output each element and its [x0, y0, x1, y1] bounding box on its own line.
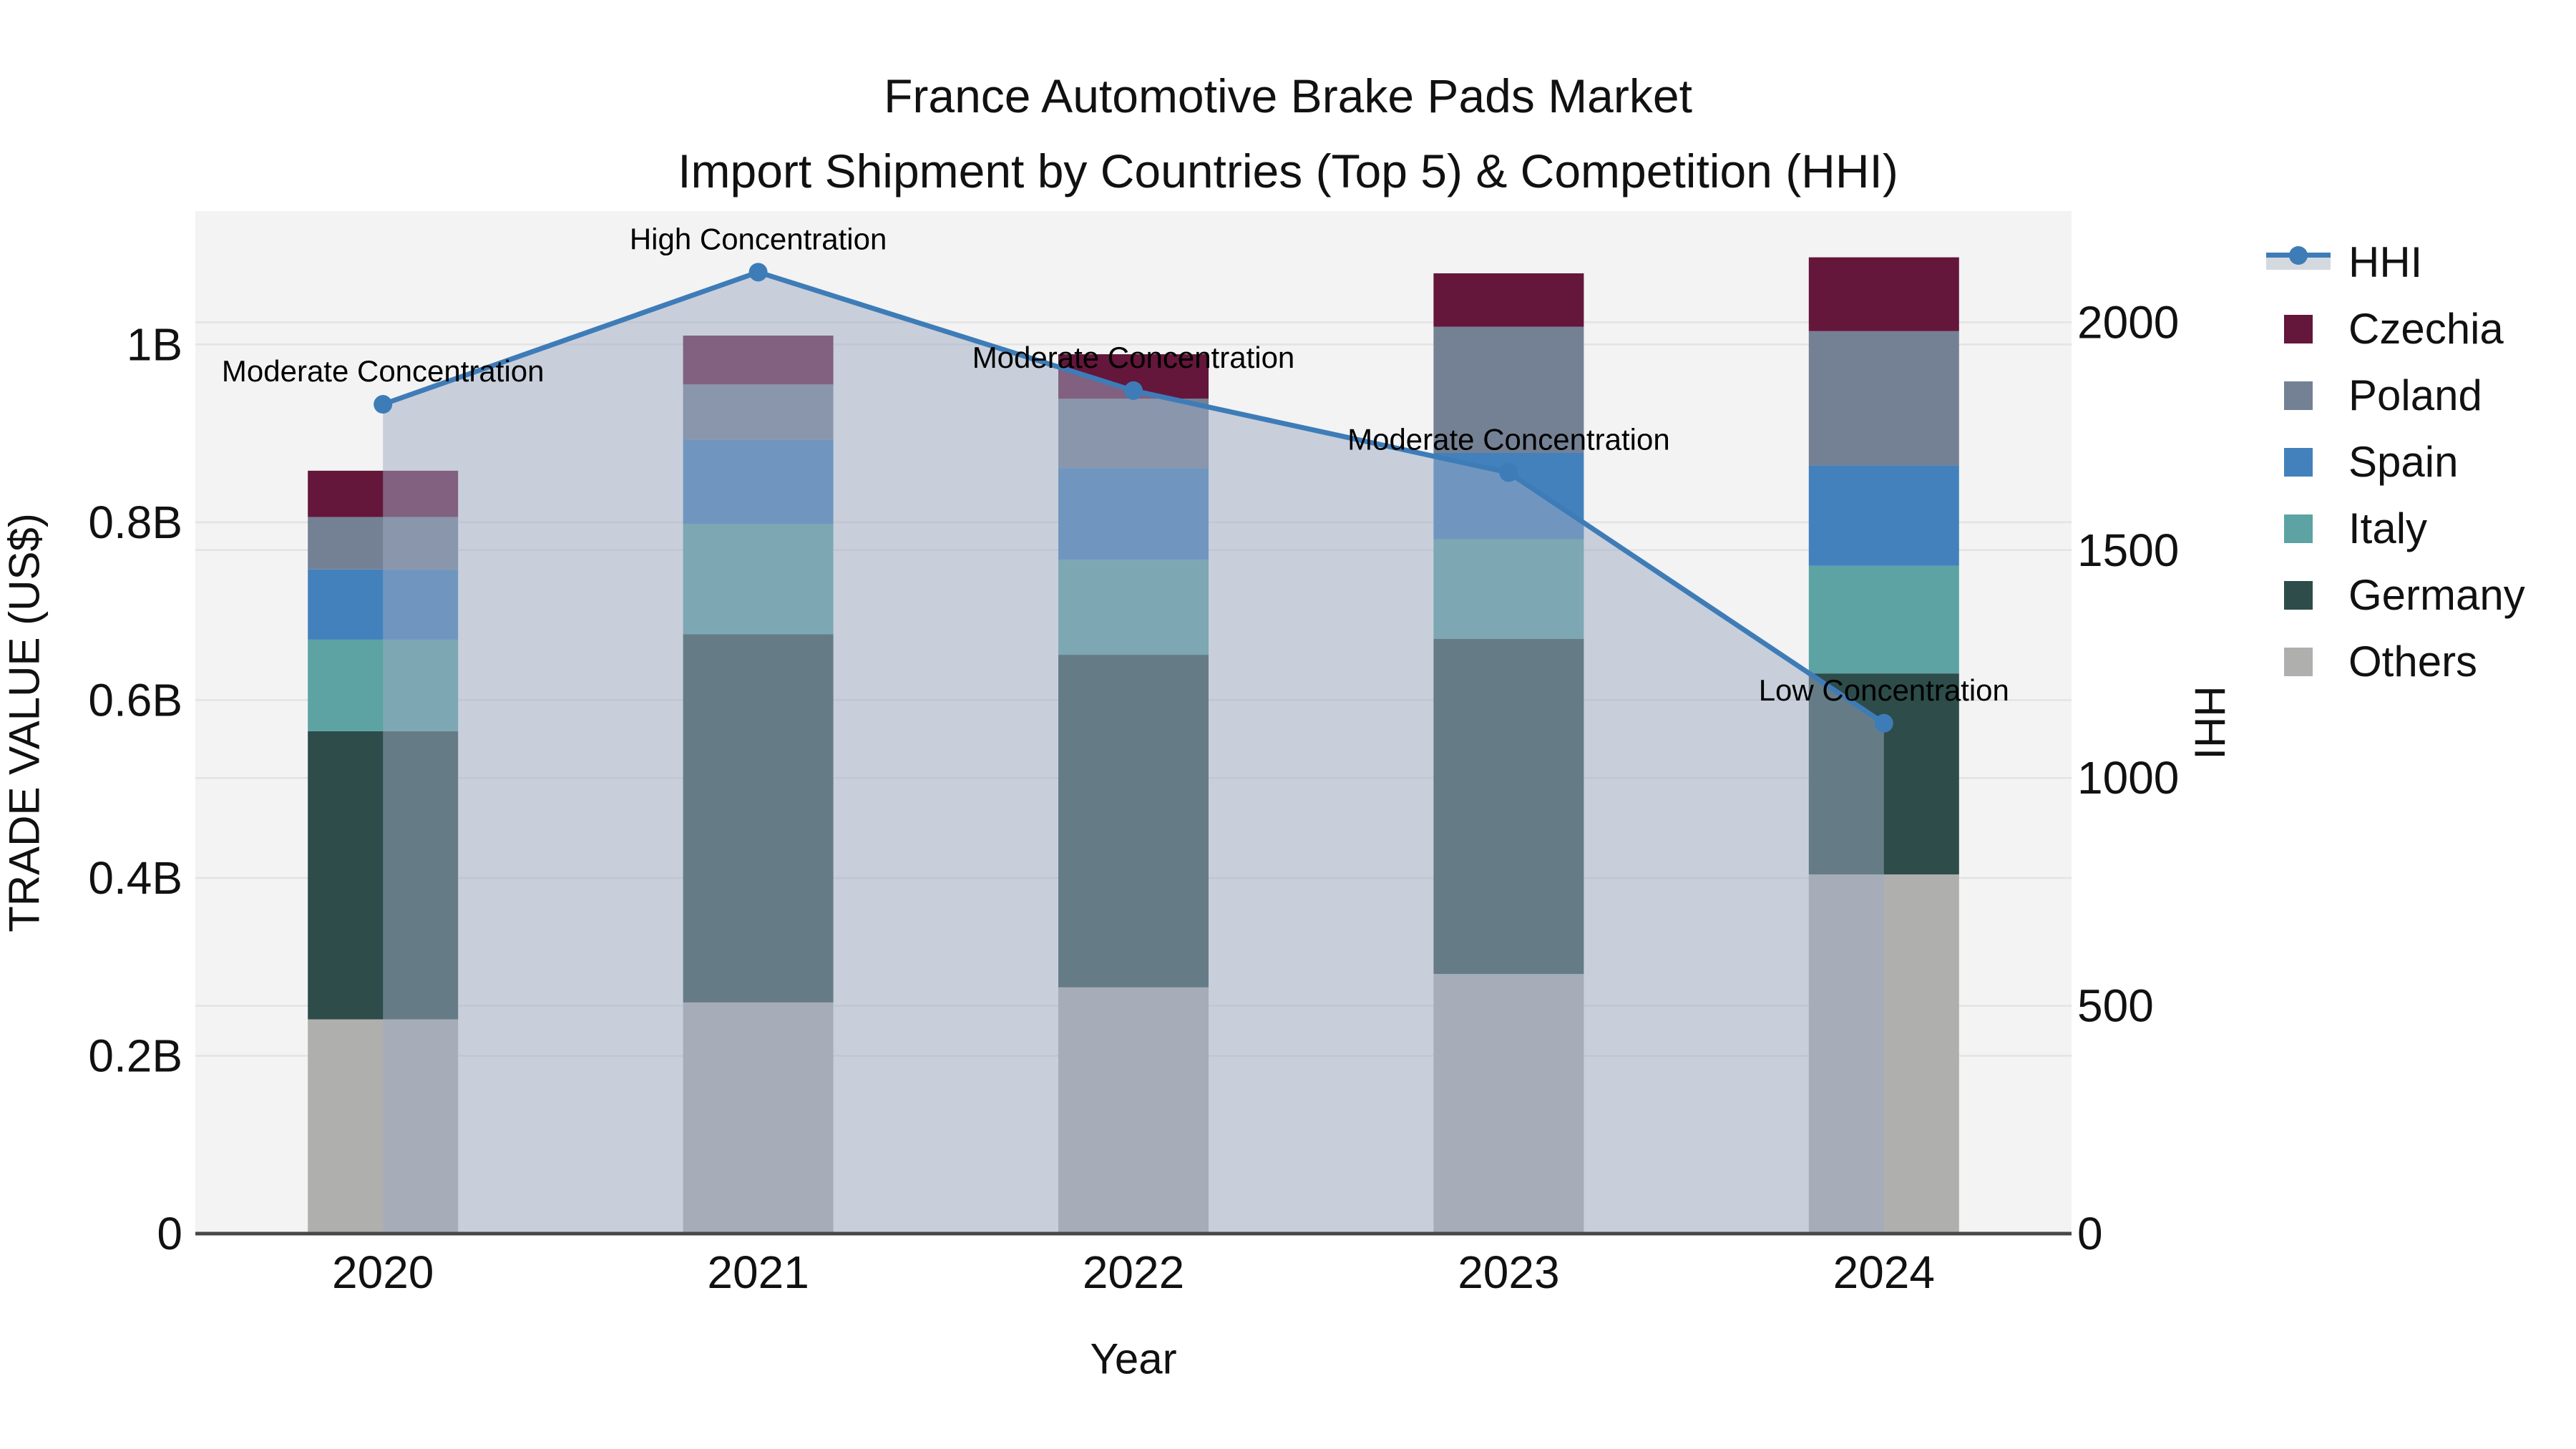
annotation-2021: High Concentration: [630, 222, 887, 255]
chart-title-line2: Import Shipment by Countries (Top 5) & C…: [678, 145, 1898, 197]
legend-swatch-icon: [2258, 562, 2338, 628]
x-axis-title: Year: [1090, 1335, 1177, 1383]
annotation-2023: Moderate Concentration: [1347, 423, 1670, 457]
x-tick-label-2024: 2024: [1833, 1246, 1935, 1298]
color-swatch-icon: [2284, 447, 2313, 477]
hhi-line-marker-icon: [2266, 245, 2331, 275]
hhi-marker-2020: [374, 395, 393, 414]
y-right-tick-label: 1000: [2077, 752, 2179, 804]
legend-item-hhi[interactable]: HHI: [2258, 229, 2525, 296]
legend: HHI Czechia Poland Spain Italy Germany Others: [2258, 229, 2525, 695]
hhi-marker-2023: [1499, 463, 1518, 482]
y-left-tick-label: 0.4B: [88, 852, 182, 904]
color-swatch-icon: [2284, 514, 2313, 543]
legend-label: Czechia: [2348, 305, 2504, 353]
legend-swatch-icon: [2258, 495, 2338, 562]
x-tick-label-2023: 2023: [1458, 1246, 1559, 1298]
hhi-line-swatch-icon: [2258, 229, 2338, 296]
y-left-tick-label: 0.2B: [88, 1030, 182, 1081]
legend-item-germany[interactable]: Germany: [2258, 562, 2525, 628]
legend-label: Poland: [2348, 371, 2482, 419]
legend-label: HHI: [2348, 238, 2423, 286]
legend-label: Spain: [2348, 438, 2459, 486]
y-right-tick-label: 1500: [2077, 525, 2179, 576]
color-swatch-icon: [2284, 647, 2313, 676]
annotation-2022: Moderate Concentration: [972, 341, 1295, 374]
bar-segment-spain-2024: [1808, 465, 1959, 566]
color-swatch-icon: [2284, 381, 2313, 410]
bar-segment-italy-2024: [1808, 565, 1959, 674]
legend-swatch-icon: [2258, 296, 2338, 362]
legend-item-poland[interactable]: Poland: [2258, 362, 2525, 429]
hhi-marker-2022: [1124, 381, 1143, 400]
x-tick-label-2022: 2022: [1083, 1246, 1184, 1298]
color-swatch-icon: [2284, 314, 2313, 343]
annotation-2024: Low Concentration: [1759, 673, 2009, 707]
legend-item-italy[interactable]: Italy: [2258, 495, 2525, 562]
hhi-marker-2024: [1874, 713, 1893, 733]
x-tick-label-2020: 2020: [332, 1246, 434, 1298]
y-right-tick-label: 0: [2077, 1208, 2103, 1259]
y-axis-title-right: HHI: [2185, 686, 2234, 760]
legend-item-others[interactable]: Others: [2258, 628, 2525, 695]
x-tick-label-2021: 2021: [707, 1246, 809, 1298]
y-right-tick-label: 500: [2077, 980, 2154, 1032]
annotation-2020: Moderate Concentration: [222, 354, 545, 388]
legend-swatch-icon: [2258, 429, 2338, 495]
hhi-area-fill: [383, 272, 1884, 1234]
legend-label: Germany: [2348, 571, 2525, 619]
legend-item-czechia[interactable]: Czechia: [2258, 296, 2525, 362]
hhi-marker-2021: [748, 263, 768, 282]
y-left-tick-label: 0.8B: [88, 497, 182, 548]
y-left-tick-label: 1B: [127, 318, 182, 370]
legend-label: Others: [2348, 638, 2478, 686]
y-axis-title-left: TRADE VALUE (US$): [0, 513, 49, 932]
y-left-tick-label: 0.6B: [88, 674, 182, 726]
legend-swatch-icon: [2258, 362, 2338, 429]
legend-label: Italy: [2348, 504, 2428, 552]
color-swatch-icon: [2284, 580, 2313, 610]
y-right-tick-label: 2000: [2077, 296, 2179, 348]
legend-item-spain[interactable]: Spain: [2258, 429, 2525, 495]
chart-title-line1: France Automotive Brake Pads Market: [884, 69, 1692, 122]
y-left-tick-label: 0: [157, 1208, 182, 1259]
bar-segment-czechia-2023: [1433, 273, 1584, 327]
bar-segment-poland-2024: [1808, 331, 1959, 466]
bar-segment-poland-2023: [1433, 326, 1584, 453]
legend-swatch-icon: [2258, 628, 2338, 695]
bar-segment-czechia-2024: [1808, 257, 1959, 331]
